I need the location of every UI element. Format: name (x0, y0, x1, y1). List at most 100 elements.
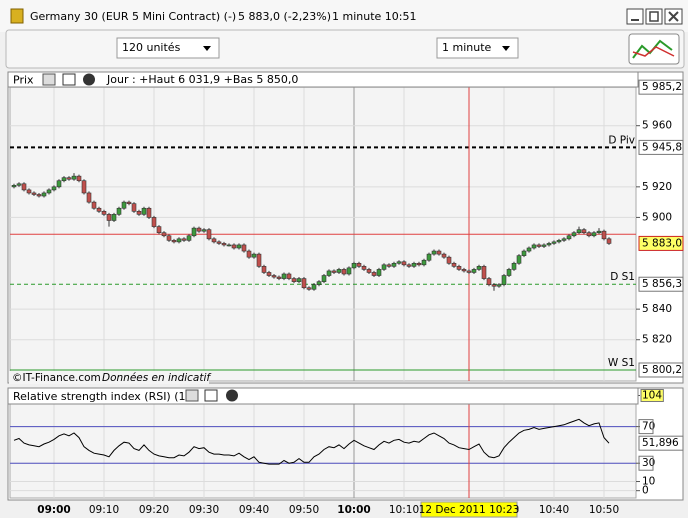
candle-body (231, 244, 237, 249)
x-tick-label: 09:30 (189, 504, 219, 516)
candle-body (591, 232, 597, 237)
candle-body (511, 262, 517, 270)
y-tick-label: 5 900 (642, 211, 672, 223)
y-tick-label: 70 (642, 421, 655, 433)
indicator-icon (632, 39, 673, 59)
candle-body (421, 259, 427, 266)
candle-body (551, 241, 557, 244)
candle-body (101, 211, 107, 215)
candle-body (461, 269, 467, 272)
candle-body (296, 278, 302, 282)
minimize-button[interactable] (626, 8, 644, 25)
candle-body (56, 180, 62, 188)
window-title: Germany 30 (EUR 5 Mini Contract) (-) (30, 10, 236, 23)
candle-body (371, 272, 377, 276)
source: ©IT-Finance.com (12, 372, 101, 384)
candle-body (271, 275, 277, 278)
candle-body (431, 250, 437, 255)
panel-tool[interactable] (42, 73, 56, 86)
candle-body (81, 180, 87, 194)
last-box (638, 235, 684, 251)
candle-body (521, 250, 527, 256)
candle-body (186, 235, 192, 241)
candle-body (216, 241, 222, 244)
candle-body (16, 183, 22, 186)
candle-body (61, 177, 67, 182)
candle-body (11, 185, 17, 188)
candle-body (501, 275, 507, 285)
candle-body (256, 253, 262, 267)
candle-body (536, 244, 542, 247)
candle-body (176, 238, 182, 243)
panel-close[interactable] (226, 389, 238, 402)
panel-tool[interactable] (185, 389, 199, 402)
last-label: 5 883,0 (642, 237, 682, 249)
candle-body (266, 272, 272, 276)
candle-body (571, 232, 577, 237)
candle-body (366, 269, 372, 273)
candle-body (146, 207, 152, 218)
candle-body (276, 276, 282, 279)
y-tick-label: 30 (642, 457, 655, 469)
candle-body (286, 273, 292, 279)
candle-body (596, 230, 602, 234)
y-tick-label: 10 (642, 476, 655, 488)
candle-body (466, 270, 472, 273)
candle-body (586, 232, 592, 237)
panel-title: Prix (13, 74, 34, 87)
panel-tool[interactable] (62, 73, 76, 86)
candle-body (516, 255, 522, 264)
candle-body (206, 229, 212, 240)
level-name: W S1 (608, 357, 635, 369)
candle-body (141, 207, 147, 215)
candle-body (491, 284, 497, 287)
x-tick-label: 09:10 (89, 504, 119, 516)
candle-body (196, 227, 202, 232)
candle-body (116, 207, 122, 215)
candle-body (306, 287, 312, 290)
y-tick-label: 5 840 (642, 303, 672, 315)
level-name: D S1 (610, 271, 635, 283)
app-icon (10, 8, 24, 24)
candle-body (126, 201, 132, 204)
panel-tool[interactable] (204, 389, 218, 402)
candle-body (436, 250, 442, 255)
candle-body (556, 240, 562, 243)
candle-body (336, 269, 342, 273)
indicator-icon (632, 46, 675, 57)
candle-body (326, 270, 332, 276)
candle-body (171, 240, 177, 243)
candle-body (471, 269, 477, 273)
candle-body (111, 214, 117, 221)
level-label: 5 856,3 (642, 278, 682, 290)
panel-close[interactable] (83, 73, 95, 86)
candle-body (361, 266, 367, 270)
candle-body (96, 207, 102, 212)
level-box (638, 139, 684, 155)
footer-bg (9, 371, 209, 384)
panel-subtitle: Jour : +Haut 6 031,9 +Bas 5 850,0 (106, 73, 298, 86)
units-select[interactable] (116, 37, 220, 59)
candle-body (376, 269, 382, 276)
candle-body (46, 189, 52, 194)
panel-header (7, 387, 639, 405)
candle-body (601, 230, 607, 240)
candle-body (356, 262, 362, 267)
candle-body (106, 214, 112, 221)
candle-body (301, 278, 307, 289)
candle-body (581, 229, 587, 234)
candle-body (251, 253, 257, 258)
toolbar (5, 29, 685, 69)
candle-body (546, 243, 552, 246)
candle-body (341, 269, 347, 275)
candle-body (526, 247, 532, 252)
interval-select[interactable] (436, 37, 519, 59)
level-box (638, 79, 684, 95)
dropdown-arrow (203, 46, 211, 51)
note: Données en indicatif (102, 372, 212, 384)
panel-title: Relative strength index (RSI) (14) (13, 390, 197, 403)
candle-body (386, 264, 392, 267)
candle-body (426, 253, 432, 261)
